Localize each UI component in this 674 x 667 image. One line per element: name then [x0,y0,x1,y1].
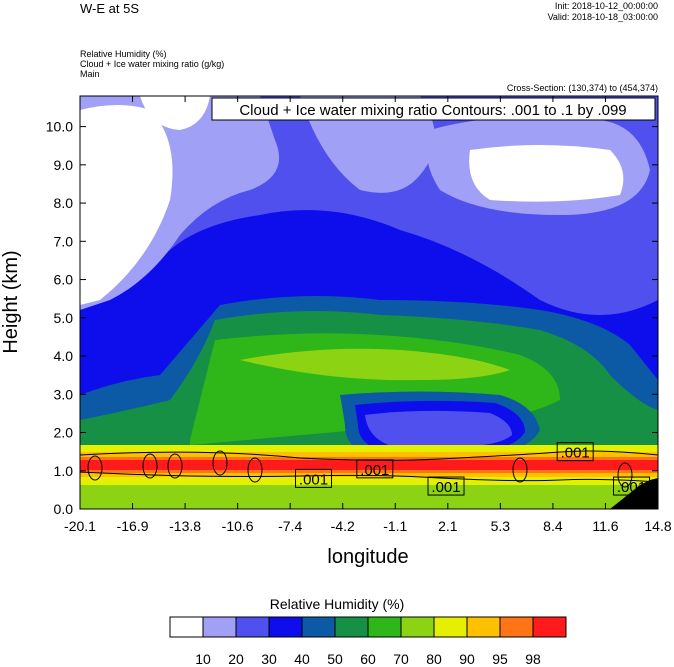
contour-label: .001 [561,445,590,462]
colorbar-level-label: 60 [360,651,376,667]
colorbar-level-label: 10 [195,651,211,667]
x-tick-label: 8.4 [543,518,563,534]
colorbar-swatch [301,616,336,638]
contour-label: .001 [617,479,646,496]
colorbar-level-label: 20 [228,651,244,667]
contour-label-box [427,476,465,496]
colorbar-level-label: 50 [327,651,343,667]
contour-label: .001 [431,479,460,496]
colorbar-swatch [334,616,369,638]
rh-fill-80-patch [240,348,510,381]
colorbar-swatch [367,616,402,638]
rh-fill-30-inner [365,410,512,447]
x-tick-label: 2.1 [438,518,458,534]
init-time: Init: 2018-10-12_00:00:00 [554,1,658,11]
colorbar-swatch [268,616,303,638]
rh-fill-10-left [80,105,173,305]
field-name-rh: Relative Humidity (%) [80,49,167,59]
contour-line [80,450,658,461]
rh-field [80,96,658,509]
chart-title: W-E at 5S [80,1,140,16]
time-info: Init: 2018-10-12_00:00:00 Valid: 2018-10… [548,1,658,23]
contour-line [80,471,658,483]
colorbar-swatch [235,616,270,638]
y-tick-label: 9.0 [54,157,74,173]
x-tick-label: -10.6 [222,518,254,534]
contour-cell [617,462,633,488]
field-name-cloud: Cloud + Ice water mixing ratio (g/kg) [80,59,225,69]
contour-info: Cloud + Ice water mixing ratio Contours:… [239,102,626,119]
x-tick-label: -13.8 [169,518,201,534]
rh-fill-10-right [469,145,624,202]
contour-cell [247,457,263,483]
y-tick-label: 6.0 [54,272,74,288]
y-tick-label: 3.0 [54,386,74,402]
rh-fill-max-band [80,460,658,470]
contour-cell [212,450,228,476]
contour-label-box [556,442,594,462]
x-axis-ticks: -20.1 -16.9 -13.8 -10.6 -7.4 -4.2 -1.1 2.1 5.3 8.… [64,96,672,534]
colorbar-title: Relative Humidity (%) [269,596,405,612]
contour-label-box [356,459,394,479]
y-tick-label: 5.0 [54,310,74,326]
y-tick-label: 2.0 [54,425,74,441]
colorbar-swatch [433,616,468,638]
colorbar-level-label: 80 [426,651,442,667]
contour-cell [87,455,103,481]
y-tick-label: 1.0 [54,463,74,479]
rh-fill-80-surface [80,485,658,509]
colorbar: 10 20 30 40 50 60 70 80 90 95 98 [169,616,567,667]
colorbar-swatch [466,616,501,638]
colorbar-swatch [169,616,204,638]
colorbar-level-label: 30 [261,651,277,667]
y-tick-label: 10.0 [46,119,73,135]
colorbar-swatch [532,616,567,638]
x-tick-label: -1.1 [383,518,407,534]
colorbar-level-label: 40 [294,651,310,667]
cross-section-label: Cross-Section: (130,374) to (454,374) [506,83,658,93]
x-tick-label: -16.9 [117,518,149,534]
contour-label-box [295,468,333,488]
colorbar-swatch [400,616,435,638]
colorbar-swatch [499,616,534,638]
terrain [610,478,658,509]
y-tick-label: 4.0 [54,348,74,364]
field-name-main: Main [80,69,100,79]
x-axis-label: longitude [327,546,408,568]
y-axis-label: Height (km) [0,250,22,353]
colorbar-level-label: 90 [459,651,475,667]
contour-cell [167,453,183,479]
plot-frame [79,95,659,510]
y-tick-label: 0.0 [54,501,74,517]
colorbar-level-label: 98 [525,651,541,667]
x-tick-label: -7.4 [278,518,302,534]
x-tick-label: 5.3 [491,518,511,534]
contour-cell [512,457,528,483]
x-tick-label: -20.1 [64,518,96,534]
colorbar-level-label: 95 [492,651,508,667]
colorbar-swatch [202,616,237,638]
contour-label: .001 [299,471,328,488]
y-axis-ticks: 0.0 1.0 2.0 3.0 4.0 5.0 6.0 7.0 8.0 9.0 10.0 [46,119,658,517]
x-tick-label: 11.6 [592,518,618,534]
valid-time: Valid: 2018-10-18_03:00:00 [547,12,658,22]
y-tick-label: 8.0 [54,195,74,211]
contour-cell [142,453,158,479]
rh-fill-10-top [140,96,210,130]
x-tick-label: 14.8 [644,518,671,534]
contour-label-box [613,476,651,496]
contour-info-box [211,97,656,121]
y-tick-label: 7.0 [54,233,74,249]
x-tick-label: -4.2 [331,518,355,534]
contour-label: .001 [360,462,389,479]
cloud-contours [80,450,658,488]
contour-labels: .001 .001 .001 .001 .001 [295,442,651,496]
colorbar-level-label: 70 [393,651,409,667]
